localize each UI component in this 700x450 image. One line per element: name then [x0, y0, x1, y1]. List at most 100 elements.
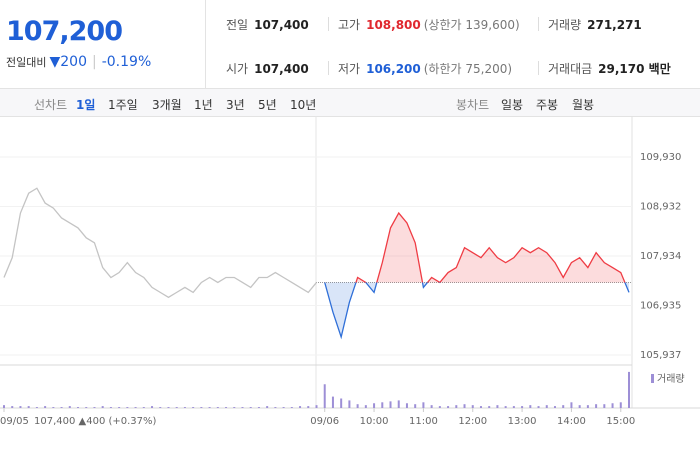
candle-tab[interactable]: 주봉 — [536, 98, 559, 112]
volume-bar — [241, 407, 244, 408]
price-line-up — [324, 211, 626, 283]
stat-name: 시가 — [226, 62, 249, 76]
volume-bar — [430, 405, 433, 408]
volume-bar — [167, 407, 170, 408]
volume-bar — [595, 404, 598, 408]
volume-bar — [364, 405, 367, 408]
volume-bar — [570, 402, 573, 408]
volume-bar — [447, 406, 450, 408]
stat-value: 29,170 백만 — [598, 62, 671, 76]
x-tick-label: 15:00 — [606, 416, 635, 427]
range-tab[interactable]: 3년 — [226, 98, 245, 112]
range-tab[interactable]: 1년 — [194, 98, 213, 112]
volume-bar — [159, 407, 162, 408]
divider — [538, 17, 539, 31]
volume-bar — [537, 406, 540, 408]
volume-bar — [266, 406, 269, 408]
range-tab[interactable]: 3개월 — [152, 98, 182, 112]
volume-bar — [225, 407, 228, 408]
volume-bar — [381, 402, 384, 408]
volume-bar — [118, 407, 121, 408]
nav-label: 봉차트 — [456, 98, 490, 112]
y-tick-label: 109,930 — [640, 152, 681, 163]
x-tick-label: 13:00 — [508, 416, 537, 427]
volume-bar — [603, 404, 606, 408]
range-tab[interactable]: 1주일 — [108, 98, 138, 112]
volume-bar — [274, 407, 277, 408]
volume-bar — [60, 407, 63, 408]
stat-name: 저가 — [338, 62, 361, 76]
x-tick-label: 09/06 — [310, 416, 339, 427]
volume-bar — [373, 403, 376, 408]
stat-value: 107,400 — [254, 18, 309, 32]
range-tab[interactable]: 10년 — [290, 98, 317, 112]
quote-header: 107,200 전일대비 ▼200 | -0.19% 전일 107,400 고가 108,8… — [0, 0, 700, 89]
volume-bar — [479, 406, 482, 408]
volume-bar — [233, 407, 236, 408]
prev-day-note: 107,400 ▲400 (+0.37%) — [34, 416, 157, 427]
volume-bar — [545, 405, 548, 408]
volume-bar — [405, 403, 408, 408]
x-tick-label: 12:00 — [458, 416, 487, 427]
volume-bar — [488, 406, 491, 408]
stat: 거래대금 29,170 백만 — [548, 60, 671, 77]
divider — [538, 61, 539, 75]
volume-bar — [463, 404, 466, 408]
volume-bar — [521, 406, 524, 408]
volume-bar — [611, 403, 614, 408]
range-tab[interactable]: 5년 — [258, 98, 277, 112]
volume-bar — [52, 407, 55, 408]
volume-bar — [126, 407, 129, 408]
stat-value: 106,200 — [366, 62, 421, 76]
volume-bar — [3, 405, 5, 408]
volume-bar — [257, 407, 260, 408]
volume-bar — [340, 398, 343, 408]
stat-note: (상한가 139,600) — [423, 18, 520, 32]
change-label: 전일대비 — [6, 56, 47, 69]
stat-value: 271,271 — [587, 18, 642, 32]
volume-bar — [200, 407, 203, 408]
y-tick-label: 108,932 — [640, 201, 681, 212]
volume-bar — [101, 406, 104, 408]
volume-bar — [44, 406, 47, 408]
volume-bar — [216, 407, 219, 408]
legend-label: 거래량 — [657, 373, 685, 385]
volume-bar — [586, 405, 589, 408]
volume-bar — [529, 405, 532, 408]
stat-note: (하한가 75,200) — [423, 62, 513, 76]
volume-bar — [356, 404, 359, 408]
divider — [328, 61, 329, 75]
volume-bar — [422, 402, 425, 408]
volume-bar — [93, 407, 96, 408]
change-line: 전일대비 ▼200 | -0.19% — [6, 54, 151, 70]
volume-bar — [331, 396, 334, 408]
stat-name: 거래대금 — [548, 62, 593, 76]
stat-value: 107,400 — [254, 62, 309, 76]
volume-bar — [348, 400, 351, 408]
nav-label: 선차트 — [34, 98, 68, 112]
volume-bar — [397, 400, 400, 408]
volume-bar — [77, 407, 80, 408]
volume-bar — [11, 406, 14, 408]
volume-bar — [19, 406, 22, 408]
volume-bar — [183, 407, 186, 408]
volume-bar — [208, 407, 211, 408]
price-box: 107,200 전일대비 ▼200 | -0.19% — [0, 0, 206, 88]
range-tab[interactable]: 1일 — [76, 98, 96, 112]
volume-bar — [438, 406, 441, 408]
volume-bar — [175, 407, 178, 408]
candle-tab[interactable]: 일봉 — [501, 98, 524, 112]
volume-bar — [151, 406, 154, 408]
x-tick-label: 10:00 — [360, 416, 389, 427]
volume-bar — [134, 407, 137, 408]
volume-bar — [307, 406, 310, 408]
x-tick-label: 14:00 — [557, 416, 586, 427]
current-price: 107,200 — [6, 16, 123, 47]
candle-tab[interactable]: 월봉 — [572, 98, 595, 112]
stat: 거래량 271,271 — [548, 16, 642, 33]
x-tick-label: 11:00 — [409, 416, 438, 427]
volume-bar — [299, 406, 302, 408]
volume-bar — [512, 406, 515, 408]
volume-bar — [553, 406, 556, 408]
